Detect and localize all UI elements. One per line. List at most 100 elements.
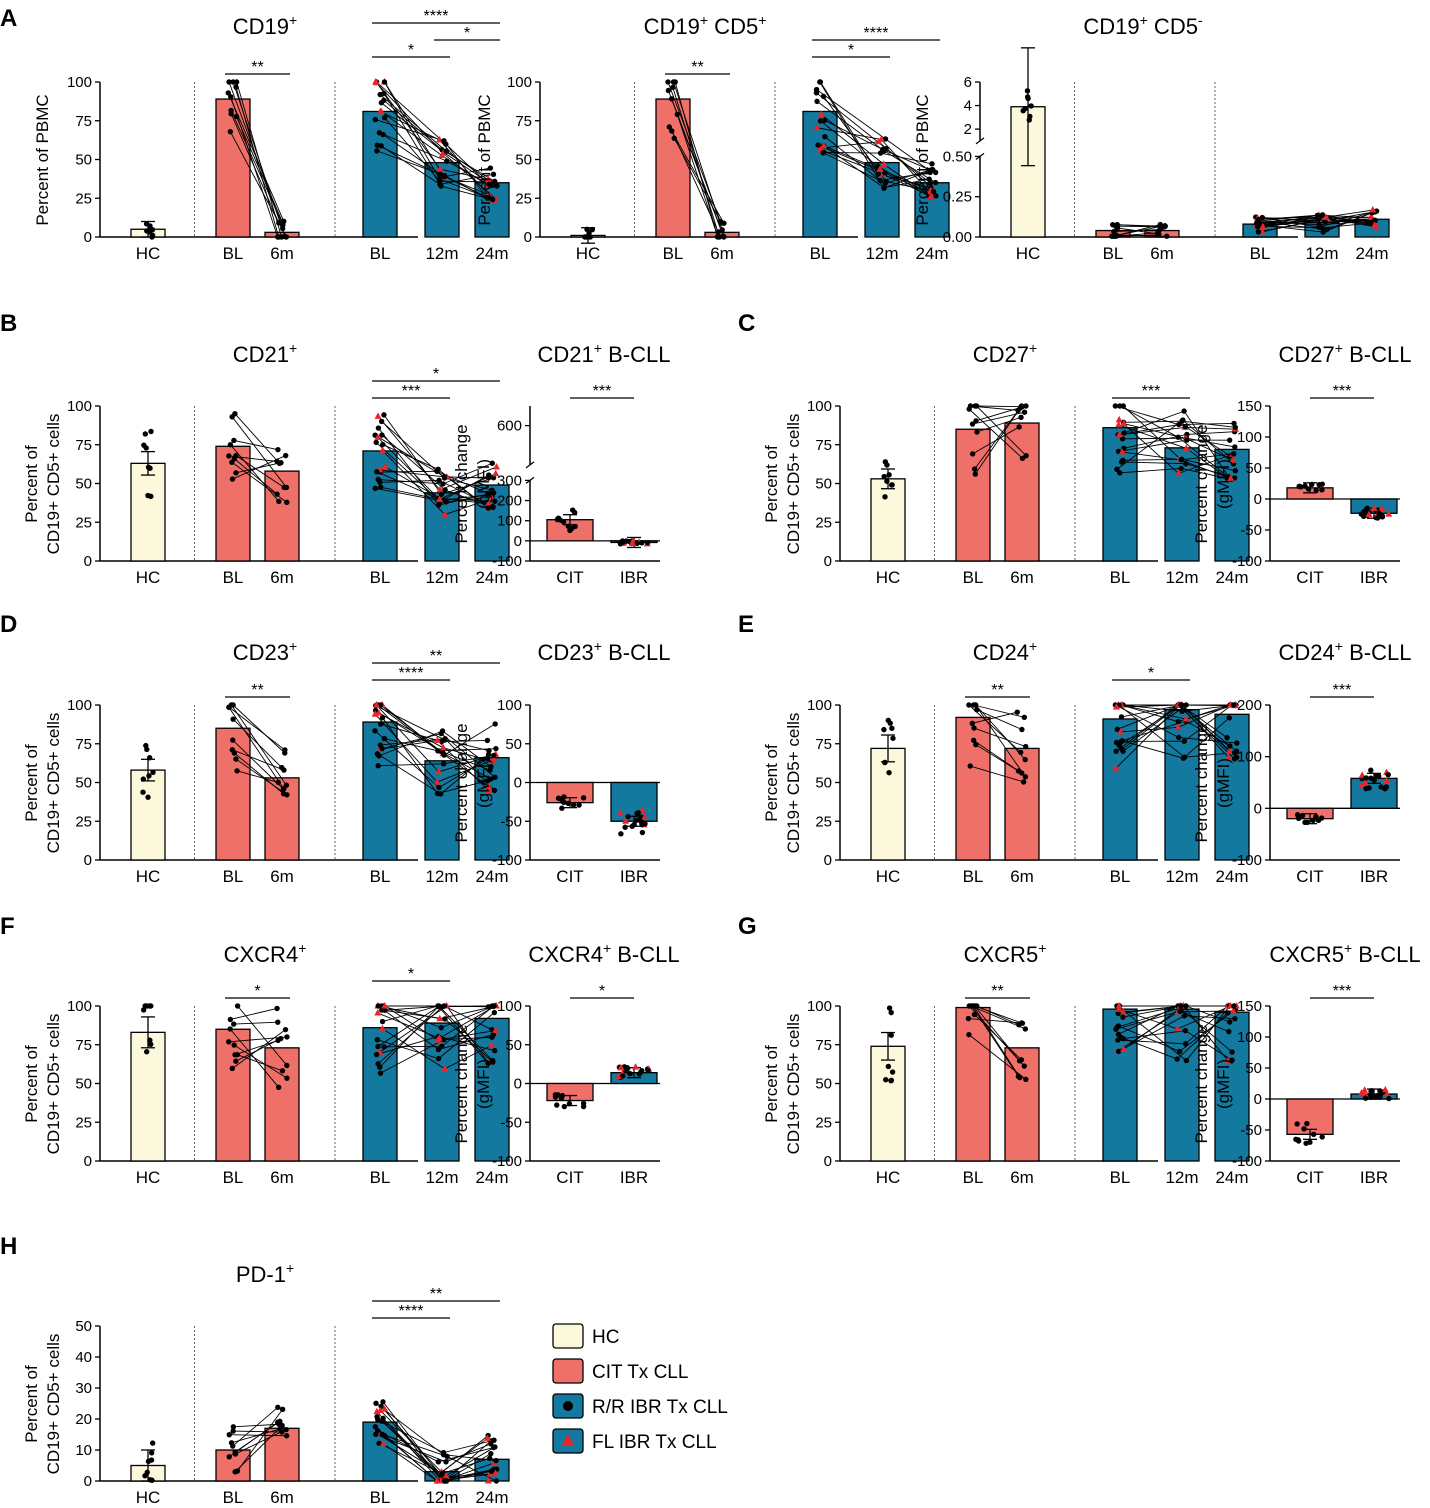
data-point (381, 1044, 387, 1050)
x-tick-label: 24m (915, 244, 948, 263)
significance-label: **** (424, 8, 449, 25)
significance-label: * (408, 42, 414, 59)
data-point (1232, 1015, 1238, 1022)
paired-line (885, 148, 931, 184)
data-point (381, 79, 388, 85)
data-point (969, 720, 976, 727)
paired-line (879, 168, 931, 191)
data-point (1255, 217, 1261, 223)
paired-line (1115, 704, 1179, 752)
data-point-fl (1174, 723, 1182, 730)
paired-line (1178, 704, 1231, 728)
data-point (228, 1440, 235, 1446)
data-point (1363, 506, 1370, 512)
data-point (1181, 408, 1187, 414)
y-tick-label: 25 (75, 514, 92, 531)
paired-line (1117, 704, 1180, 730)
data-point (930, 188, 937, 195)
data-point (440, 481, 446, 487)
data-point-fl (1182, 444, 1190, 451)
paired-line (1116, 704, 1179, 708)
x-tick-label: BL (1103, 244, 1124, 263)
x-tick-label: BL (1110, 568, 1131, 587)
data-point (634, 817, 640, 823)
chart-title: PD-1+ (236, 1260, 294, 1287)
data-point (436, 477, 442, 484)
data-point (435, 748, 441, 754)
bar-hc (870, 747, 906, 861)
y-axis-label: Percent change (452, 723, 471, 842)
y-tick-label: 25 (815, 514, 832, 531)
data-point (970, 737, 977, 744)
data-point (1019, 770, 1025, 776)
data-point (1027, 113, 1033, 120)
x-tick-label: 24m (475, 568, 508, 587)
data-point-fl (484, 175, 492, 182)
data-point (486, 181, 492, 187)
title-second: CD5 (1148, 14, 1198, 39)
paired-line (377, 1419, 444, 1454)
paired-line (438, 1447, 494, 1463)
data-point (966, 702, 972, 708)
data-point (226, 453, 232, 459)
data-point (372, 485, 378, 492)
paired-line (823, 152, 881, 154)
paired-line (379, 94, 447, 152)
x-tick-label: BL (963, 1168, 984, 1187)
data-point (1024, 88, 1031, 94)
data-point (281, 484, 287, 491)
panel-letter: B (0, 310, 17, 337)
x-tick-label: CIT (1296, 568, 1323, 587)
data-point-fl (488, 1041, 496, 1048)
data-point (372, 728, 378, 734)
chart-H-15: H PD-1+ Percent of CD19+ CD5+ cells 0 10 20 30 4… (0, 1233, 510, 1507)
significance-label: ** (430, 1286, 442, 1303)
paired-line (443, 1439, 495, 1454)
y-tick-label: 10 (75, 1442, 92, 1459)
data-point (148, 1041, 154, 1048)
data-point (1183, 460, 1189, 467)
paired-line (382, 717, 438, 794)
data-point (492, 498, 498, 505)
bar-6m (1004, 422, 1040, 562)
data-point (282, 233, 288, 240)
data-point (279, 1068, 286, 1074)
data-point (442, 487, 448, 493)
data-point (971, 466, 978, 472)
paired-line (233, 1430, 282, 1433)
data-point (146, 773, 152, 779)
data-point (375, 476, 381, 483)
data-point (378, 100, 385, 106)
data-point (1226, 437, 1233, 443)
x-tick-label: HC (876, 867, 901, 886)
x-tick-label: 12m (1305, 244, 1338, 263)
data-point (1028, 103, 1034, 109)
y-tick-label: 25 (815, 813, 832, 830)
paired-line (377, 1005, 439, 1050)
data-point (817, 79, 824, 85)
y-tick-label: 50 (75, 476, 92, 493)
chart-sub-4: CD21+ B-CLL Percent change (gMFI) -100 0 100 2… (452, 340, 670, 587)
data-point (813, 90, 820, 96)
data-point (631, 821, 637, 828)
title-sup: + (286, 1260, 294, 1276)
paired-line (231, 1428, 281, 1444)
paired-line (1113, 224, 1161, 237)
data-point (492, 774, 498, 780)
paired-line (443, 754, 494, 765)
paired-line (1122, 1005, 1182, 1018)
data-point (1183, 1057, 1190, 1064)
y-tick-label: 200 (497, 493, 522, 510)
data-point (1233, 754, 1240, 761)
data-point (1232, 424, 1239, 431)
paired-line (384, 1045, 442, 1048)
significance-label: **** (864, 25, 889, 42)
data-point (1022, 1026, 1029, 1032)
data-point (376, 129, 383, 136)
y-axis-label: CD19+ CD5+ cells (44, 1334, 63, 1475)
data-point-fl (493, 462, 501, 470)
data-point (666, 124, 673, 130)
data-point (1363, 785, 1369, 792)
data-point-fl (381, 462, 389, 470)
y-tick-label: 200 (1237, 697, 1262, 714)
